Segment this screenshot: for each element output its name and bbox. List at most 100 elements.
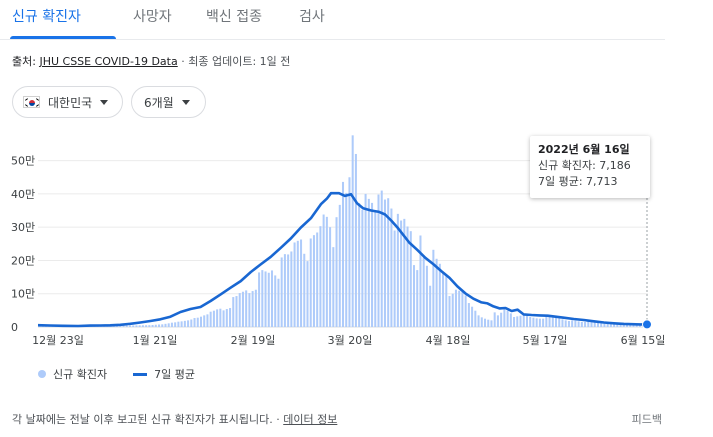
new-cases-bar [613,323,616,327]
new-cases-bar [219,308,222,327]
new-cases-bar [451,293,454,327]
period-select[interactable]: 6개월 [131,86,206,118]
new-cases-bar [264,271,267,327]
new-cases-bar [487,319,490,327]
y-tick-label: 30만 [11,221,35,234]
new-cases-bar [145,325,148,327]
footer-note: 각 날짜에는 전날 이후 보고된 신규 확진자가 표시됩니다. · 데이터 정보 [12,411,337,427]
x-tick-label: 6월 15일 [621,333,666,347]
new-cases-bar [261,270,264,327]
new-cases-bar [345,192,348,327]
new-cases-bar [241,291,244,327]
tab-vaccinations[interactable]: 백신 접종 [206,9,262,25]
new-cases-bar [116,325,119,327]
new-cases-bar [432,249,435,327]
chart-tooltip: 2022년 6월 16일 신규 확진자: 7,186 7일 평균: 7,713 [530,136,650,198]
new-cases-bar [629,325,632,327]
new-cases-bar [267,272,270,327]
new-cases-bar [167,323,170,327]
new-cases-bar [245,290,248,327]
new-cases-bar [367,198,370,327]
new-cases-bar [122,325,125,327]
y-tick-label: 0 [11,321,18,334]
tab-new-cases[interactable]: 신규 확진자 [12,9,81,25]
new-cases-bar [500,312,503,327]
new-cases-bar [290,251,293,327]
x-tick-label: 2월 19일 [231,333,276,347]
new-cases-bar [393,230,396,327]
new-cases-bar [603,323,606,327]
legend-cases-label: 신규 확진자 [53,368,108,381]
new-cases-bar [506,310,509,327]
new-cases-bar [300,239,303,327]
country-select[interactable]: 대한민국 [12,86,123,118]
data-info-link[interactable]: 데이터 정보 [283,413,338,426]
new-cases-bar [293,242,296,327]
new-cases-bar [332,247,335,327]
new-cases-bar [622,324,625,327]
new-cases-bar [403,218,406,327]
country-select-value: 대한민국 [48,95,93,110]
new-cases-bar [148,325,151,327]
new-cases-bar [161,324,164,327]
new-cases-bar [141,325,144,327]
new-cases-bar [616,324,619,327]
new-cases-bar [461,291,464,327]
period-select-value: 6개월 [144,95,174,110]
new-cases-bar [425,265,428,327]
tab-tests[interactable]: 검사 [299,9,325,25]
new-cases-bar [235,296,238,327]
new-cases-bar [174,322,177,327]
new-cases-bar [535,318,538,327]
new-cases-bar [212,310,215,327]
legend-average-label: 7일 평균 [154,368,195,381]
new-cases-bar [458,290,461,327]
new-cases-legend-dot [38,370,46,378]
new-cases-bar [558,318,561,327]
y-tick-label: 10만 [11,288,35,301]
new-cases-bar [409,231,412,327]
new-cases-bar [232,297,235,327]
new-cases-bar [287,254,290,327]
new-cases-bar [400,220,403,327]
new-cases-bar [135,325,138,327]
new-cases-bar [561,319,564,327]
new-cases-bar [464,295,467,327]
average-legend-line [133,372,148,376]
x-tick-label: 3월 20일 [328,333,373,347]
tooltip-average: 7일 평균: 7,713 [538,175,618,188]
new-cases-bar [283,254,286,327]
tab-deaths[interactable]: 사망자 [133,9,172,25]
new-cases-bar [429,285,432,327]
new-cases-bar [306,261,309,327]
footer-note-text: 각 날짜에는 전날 이후 보고된 신규 확진자가 표시됩니다. · [12,413,284,426]
new-cases-bar [348,177,351,327]
new-cases-bar [270,270,274,327]
new-cases-bar [248,293,251,327]
source-link[interactable]: JHU CSSE COVID-19 Data [39,55,178,68]
new-cases-bar [445,275,448,327]
new-cases-bar [180,321,183,327]
chevron-down-icon [181,99,190,105]
new-cases-bar [584,322,587,327]
new-cases-bar [619,324,622,327]
new-cases-bar [164,323,167,327]
new-cases-bar [119,325,122,327]
new-cases-bar [296,240,299,327]
new-cases-bar [377,194,380,327]
new-cases-bar [638,324,641,327]
feedback-link[interactable]: 피드백 [631,413,662,426]
new-cases-bar [522,314,525,327]
x-tick-label: 5월 17일 [523,333,568,347]
new-cases-bar [545,315,548,327]
new-cases-bar [371,202,374,327]
tooltip-date: 2022년 6월 16일 [538,143,630,156]
new-cases-bar [190,319,193,327]
x-tick-label: 4월 18일 [426,333,471,347]
new-cases-bar [529,317,532,327]
new-cases-bar [632,324,635,327]
last-updated: · 최종 업데이트: 1일 전 [177,55,291,68]
tab-bar: 신규 확진자 사망자 백신 접종 검사 [0,0,665,40]
new-cases-bar [538,318,541,327]
